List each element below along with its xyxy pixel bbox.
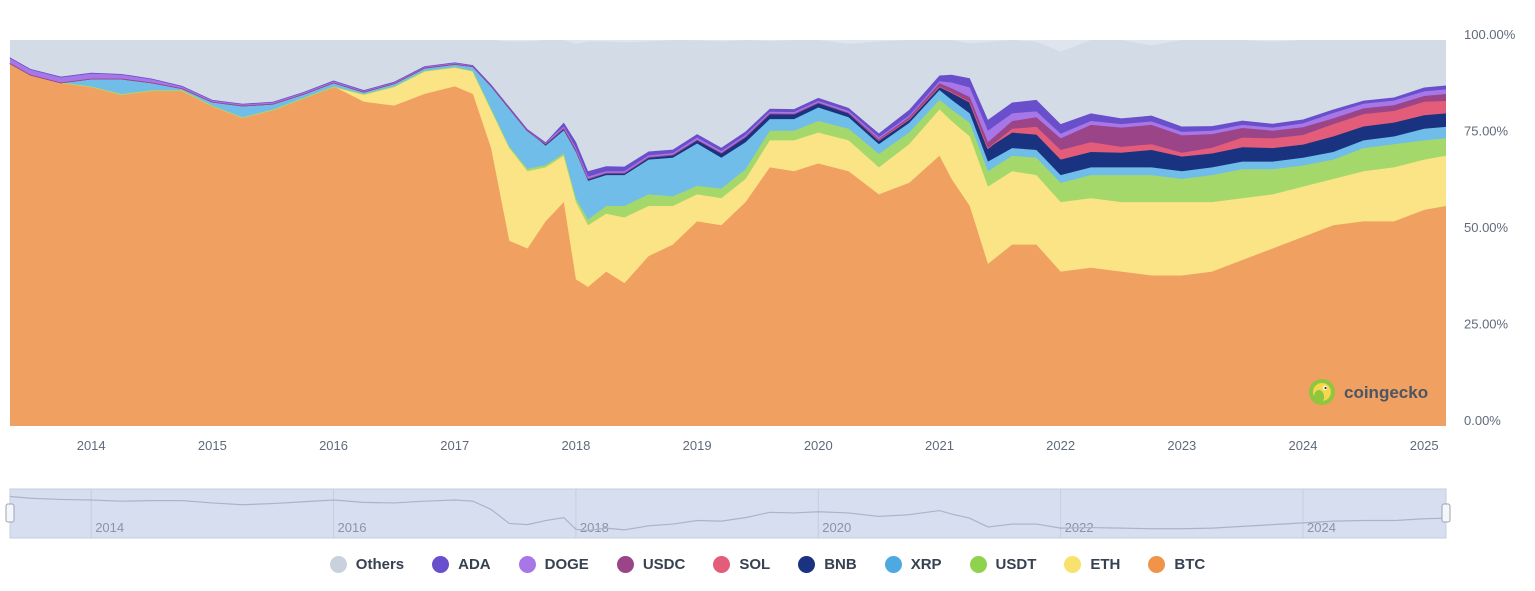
legend-label: ETH <box>1090 556 1121 573</box>
y-axis: 100.00% 75.00% 50.00% 25.00% 0.00% <box>1464 27 1516 428</box>
legend-label: BNB <box>824 556 857 573</box>
navigator-tick-label: 2014 <box>95 520 124 535</box>
gecko-logo-icon <box>1309 379 1335 405</box>
navigator-tick-label: 2020 <box>822 520 851 535</box>
navigator-selection[interactable] <box>9 488 1447 539</box>
navigator-right-handle[interactable] <box>1441 503 1451 523</box>
legend-item-usdc[interactable]: USDC <box>616 556 686 573</box>
navigator-tick-label: 2024 <box>1307 520 1336 535</box>
x-tick-label: 2016 <box>319 438 348 453</box>
legend-item-eth[interactable]: ETH <box>1064 556 1120 573</box>
market-dominance-chart: 100.00%75.00%50.00%25.00%0.00% 2014 2015 2… <box>5 27 1516 539</box>
legend-item-others[interactable]: Others <box>329 556 405 573</box>
watermark-text: coingecko <box>1344 383 1428 402</box>
legend-marker-icon <box>616 556 634 573</box>
legend-marker-icon <box>432 556 450 573</box>
legend-item-usdt[interactable]: USDT <box>969 556 1037 573</box>
legend-marker-icon <box>1148 556 1166 573</box>
legend-label: BTC <box>1174 556 1206 573</box>
y-tick-label: 100.00% <box>1464 27 1516 42</box>
navigator-tick-label: 2018 <box>580 520 609 535</box>
legend-marker-icon <box>969 556 987 573</box>
legend-label: ADA <box>458 556 491 573</box>
legend-label: XRP <box>910 556 942 573</box>
series-usdt-area[interactable] <box>10 63 1446 226</box>
legend-label: USDT <box>995 556 1037 573</box>
x-tick-label: 2021 <box>925 438 954 453</box>
range-navigator[interactable]: 2014 2016 2018 2020 2022 2024 <box>5 488 1451 539</box>
legend: Others ADA DOGE USDC SOL BNB XRP USDT ETH BTC <box>0 556 1535 573</box>
x-tick-label: 2014 <box>77 438 106 453</box>
y-tick-label: 75.00% <box>1464 124 1509 139</box>
legend-item-bnb[interactable]: BNB <box>798 556 857 573</box>
legend-marker-icon <box>884 556 902 573</box>
coingecko-watermark: coingecko <box>1309 379 1428 405</box>
legend-marker-icon <box>518 556 536 573</box>
legend-label: USDC <box>642 556 686 573</box>
legend-item-sol[interactable]: SOL <box>713 556 770 573</box>
x-axis: 2014 2015 2016 2017 2018 2019 2020 2021 2022 2023… <box>77 438 1439 453</box>
legend-item-btc[interactable]: BTC <box>1148 556 1205 573</box>
navigator-left-handle[interactable] <box>5 503 15 523</box>
y-tick-label: 50.00% <box>1464 220 1509 235</box>
y-tick-label: 25.00% <box>1464 317 1509 332</box>
legend-item-xrp[interactable]: XRP <box>884 556 942 573</box>
x-tick-label: 2015 <box>198 438 227 453</box>
x-tick-label: 2022 <box>1046 438 1075 453</box>
legend-marker-icon <box>329 556 347 573</box>
legend-label: SOL <box>739 556 771 573</box>
plot-area <box>9 40 1447 426</box>
navigator-tick-label: 2016 <box>338 520 367 535</box>
series-btc-area[interactable] <box>10 63 1446 426</box>
series-eth-area[interactable] <box>10 63 1446 288</box>
legend-label: Others <box>355 556 405 573</box>
legend-marker-icon <box>1064 556 1082 573</box>
series-sol-area[interactable] <box>10 63 1446 179</box>
legend-item-ada[interactable]: ADA <box>432 556 491 573</box>
x-tick-label: 2023 <box>1167 438 1196 453</box>
x-tick-label: 2020 <box>804 438 833 453</box>
navigator-series-line <box>9 495 1447 532</box>
x-tick-label: 2018 <box>561 438 590 453</box>
legend-item-doge[interactable]: DOGE <box>518 556 589 573</box>
legend-label: DOGE <box>544 556 589 573</box>
legend-marker-icon <box>713 556 731 573</box>
x-tick-label: 2025 <box>1410 438 1439 453</box>
x-tick-label: 2017 <box>440 438 469 453</box>
x-tick-label: 2024 <box>1289 438 1318 453</box>
x-tick-label: 2019 <box>683 438 712 453</box>
y-tick-label: 0.00% <box>1464 413 1501 428</box>
legend-marker-icon <box>798 556 816 573</box>
series-others-area[interactable] <box>10 40 1446 172</box>
